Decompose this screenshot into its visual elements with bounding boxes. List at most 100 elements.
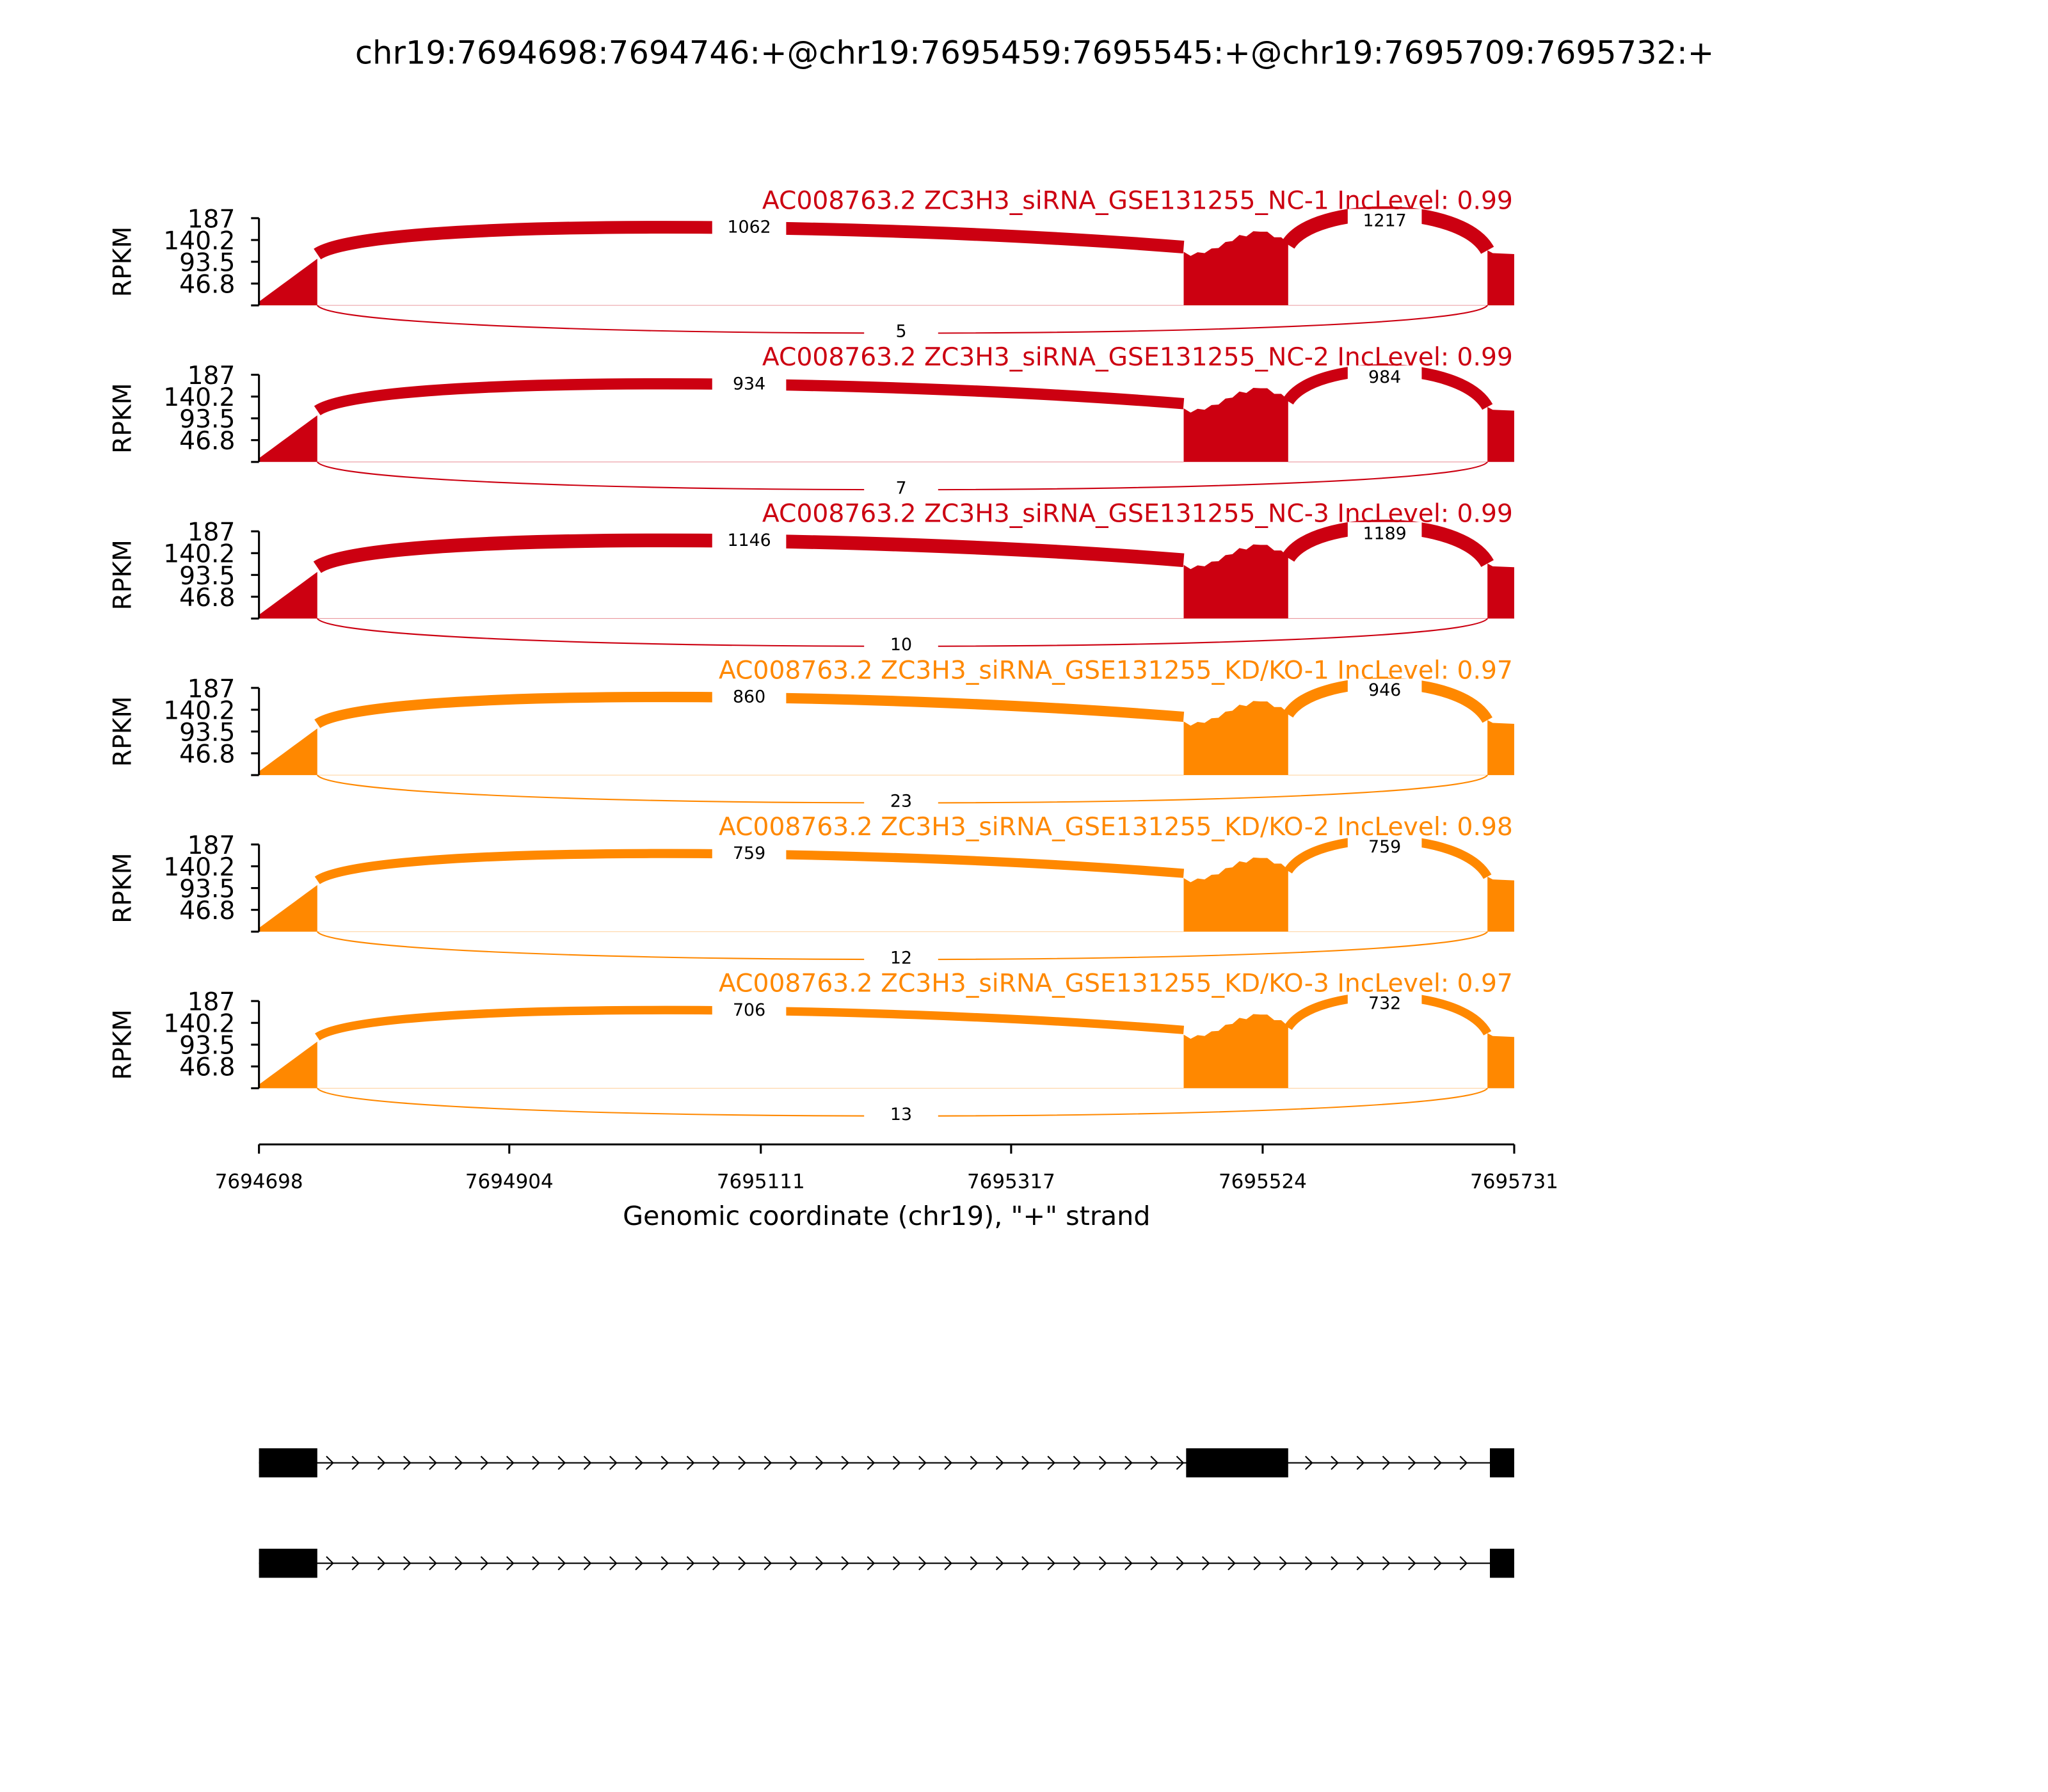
- junction-label-bg: [1347, 678, 1422, 700]
- y-tick-label: 46.8: [179, 740, 235, 769]
- x-axis-label: Genomic coordinate (chr19), "+" strand: [623, 1201, 1150, 1231]
- strand-arrow-icon: [867, 1455, 876, 1470]
- strand-arrow-icon: [1176, 1455, 1185, 1470]
- strand-arrow-icon: [1305, 1556, 1313, 1571]
- junction-label-bg: [864, 946, 938, 968]
- y-axis-label: RPKM: [108, 540, 137, 610]
- y-tick-label: 93.5: [179, 405, 235, 434]
- junction-count-label: 706: [733, 1000, 765, 1020]
- strand-arrow-icon: [1253, 1556, 1262, 1571]
- y-axis-label: RPKM: [108, 852, 137, 923]
- strand-arrow-icon: [480, 1455, 489, 1470]
- strand-arrow-icon: [1047, 1556, 1055, 1571]
- sample-label: AC008763.2 ZC3H3_siRNA_GSE131255_KD/KO-3…: [719, 970, 1513, 998]
- junction-count-label: 759: [1368, 837, 1401, 857]
- junction-count-label: 759: [733, 844, 765, 863]
- junction-count-label: 1146: [727, 531, 771, 550]
- strand-arrow-icon: [1356, 1556, 1365, 1571]
- x-axis: 7694698 7694904 7695111 7695317 7695524 76957…: [215, 1143, 1558, 1193]
- coverage-exon3: [1487, 250, 1514, 306]
- coverage-exon3: [1487, 406, 1514, 462]
- coverage-exon1: [259, 415, 317, 462]
- strand-arrow-icon: [841, 1556, 849, 1571]
- strand-arrow-icon: [1098, 1556, 1107, 1571]
- strand-arrow-icon: [789, 1556, 798, 1571]
- junction-label-bg: [864, 633, 938, 655]
- junction-count-label: 7: [895, 478, 906, 498]
- strand-arrow-icon: [1434, 1556, 1442, 1571]
- strand-arrow-icon: [738, 1455, 746, 1470]
- junction-label-bg: [864, 789, 938, 811]
- strand-arrow-icon: [506, 1455, 515, 1470]
- junction-count-label: 732: [1368, 994, 1401, 1014]
- strand-arrow-icon: [918, 1556, 927, 1571]
- junction-label-bg: [712, 685, 787, 707]
- strand-arrow-icon: [815, 1556, 824, 1571]
- strand-arrow-icon: [1408, 1556, 1416, 1571]
- strand-arrow-icon: [583, 1556, 592, 1571]
- coverage-exon3: [1487, 876, 1514, 932]
- exon-block: [1489, 1548, 1514, 1578]
- strand-arrow-icon: [429, 1556, 437, 1571]
- strand-arrow-icon: [1459, 1556, 1468, 1571]
- junction-label-bg: [1347, 991, 1422, 1013]
- y-axis-label: RPKM: [108, 383, 137, 453]
- strand-arrow-icon: [557, 1556, 566, 1571]
- sample-panel: 1062 1217 5 AC008763.2 ZC3H3_siRNA_GSE13125…: [108, 186, 1514, 342]
- junction-arc-1-2: [315, 1005, 1185, 1041]
- strand-arrow-icon: [1201, 1556, 1210, 1571]
- junction-arc-1-2: [313, 533, 1185, 573]
- y-tick-label: 140.2: [163, 696, 235, 725]
- junction-count-label: 1189: [1363, 524, 1406, 544]
- junction-label-bg: [712, 529, 787, 550]
- junction-count-label: 5: [895, 322, 906, 342]
- strand-arrow-icon: [1124, 1455, 1133, 1470]
- strand-arrow-icon: [1176, 1556, 1185, 1571]
- strand-arrow-icon: [841, 1455, 849, 1470]
- strand-arrow-icon: [764, 1556, 772, 1571]
- strand-arrow-icon: [1073, 1455, 1082, 1470]
- sample-label: AC008763.2 ZC3H3_siRNA_GSE131255_KD/KO-1…: [719, 656, 1513, 685]
- strand-arrow-icon: [1124, 1556, 1133, 1571]
- chart-title: chr19:7694698:7694746:+@chr19:7695459:76…: [355, 34, 1714, 71]
- sample-panel: 1146 1189 10 AC008763.2 ZC3H3_siRNA_GSE1312…: [108, 500, 1514, 655]
- coverage-exon2: [1183, 1014, 1288, 1089]
- y-tick-label: 187: [188, 205, 236, 234]
- strand-arrow-icon: [609, 1556, 618, 1571]
- strand-arrow-icon: [1459, 1455, 1468, 1470]
- coverage-exon1: [259, 728, 317, 776]
- strand-arrow-icon: [326, 1455, 334, 1470]
- junction-count-label: 23: [890, 792, 912, 812]
- junction-count-label: 1062: [727, 218, 771, 237]
- strand-arrow-icon: [454, 1556, 463, 1571]
- isoform-track: [259, 1448, 1514, 1478]
- strand-arrow-icon: [480, 1556, 489, 1571]
- strand-arrow-icon: [738, 1556, 746, 1571]
- strand-arrow-icon: [377, 1556, 386, 1571]
- junction-label-bg: [712, 842, 787, 863]
- exon-block: [1186, 1448, 1288, 1478]
- strand-arrow-icon: [995, 1556, 1004, 1571]
- y-axis-label: RPKM: [108, 227, 137, 297]
- strand-arrow-icon: [892, 1556, 901, 1571]
- y-tick-label: 140.2: [163, 227, 235, 255]
- strand-arrow-icon: [1331, 1556, 1339, 1571]
- strand-arrow-icon: [506, 1556, 515, 1571]
- y-tick-label: 187: [188, 675, 236, 703]
- junction-label-bg: [1347, 522, 1422, 543]
- y-axis-label: RPKM: [108, 696, 137, 767]
- y-tick-label: 46.8: [179, 427, 235, 456]
- strand-arrow-icon: [815, 1455, 824, 1470]
- strand-arrow-icon: [1021, 1455, 1030, 1470]
- y-axis-label: RPKM: [108, 1009, 137, 1080]
- y-tick-label: 140.2: [163, 853, 235, 882]
- sample-label: AC008763.2 ZC3H3_siRNA_GSE131255_NC-1 In…: [762, 186, 1513, 215]
- exon-block: [1489, 1448, 1514, 1478]
- strand-arrow-icon: [686, 1455, 695, 1470]
- y-tick-label: 140.2: [163, 383, 235, 412]
- strand-arrow-icon: [867, 1556, 876, 1571]
- junction-arc-1-2: [314, 378, 1185, 416]
- junction-count-label: 10: [890, 635, 912, 655]
- y-tick-label: 46.8: [179, 584, 235, 612]
